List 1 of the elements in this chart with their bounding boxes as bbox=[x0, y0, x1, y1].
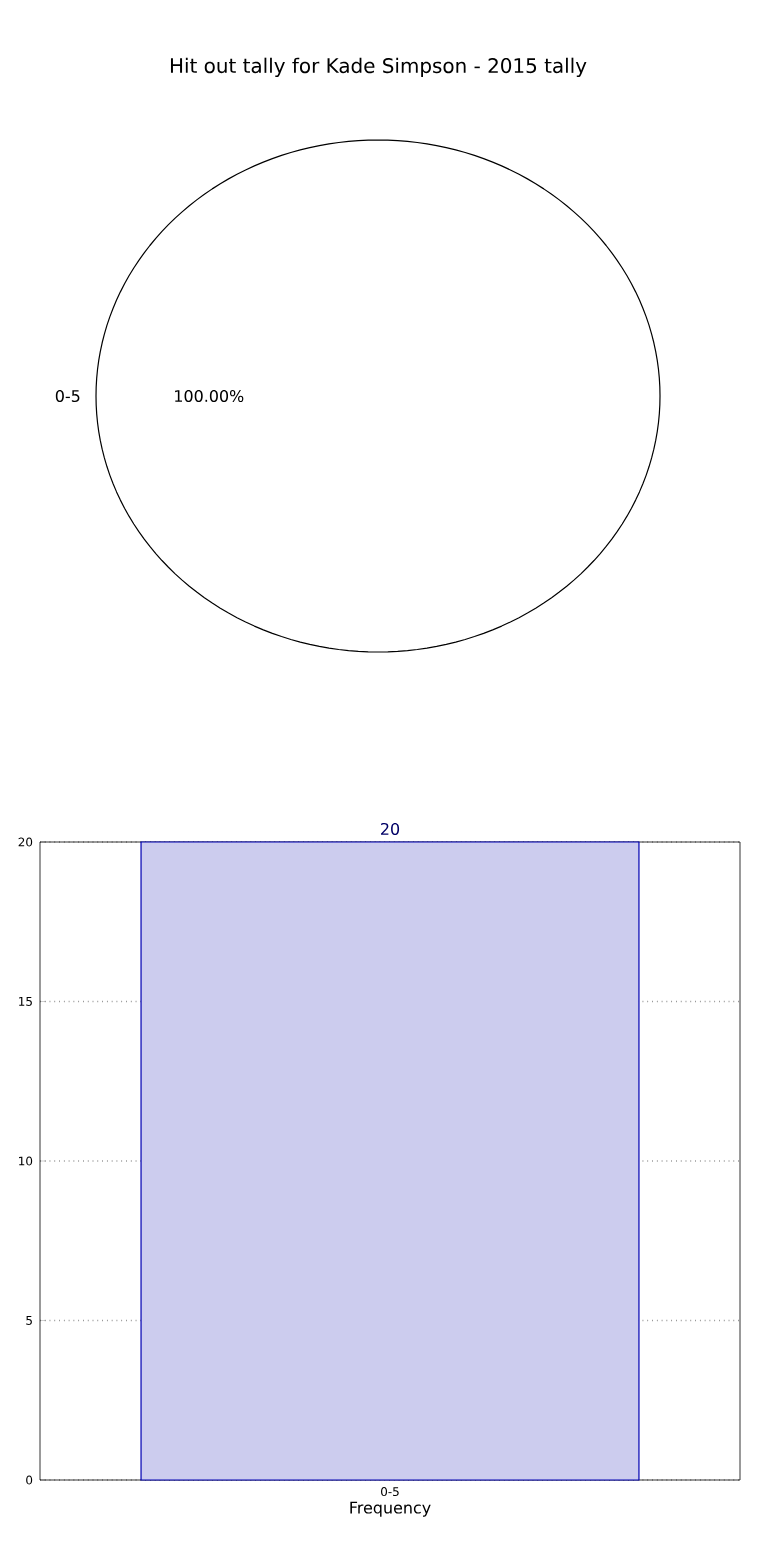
chart-title: Hit out tally for Kade Simpson - 2015 tally bbox=[170, 57, 587, 77]
